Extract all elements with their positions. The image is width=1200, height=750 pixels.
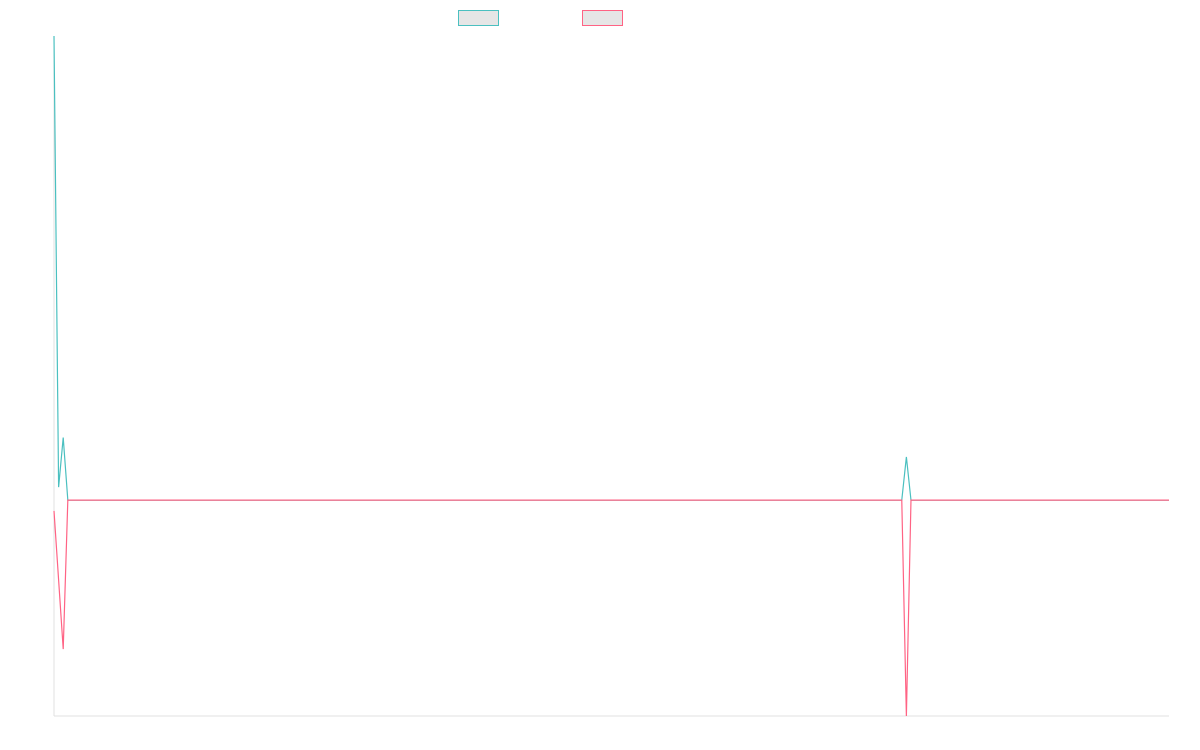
- legend-swatch[interactable]: [458, 10, 499, 26]
- series-line: [53, 35, 1169, 501]
- series-line: [53, 499, 1169, 717]
- legend-swatch[interactable]: [582, 10, 623, 26]
